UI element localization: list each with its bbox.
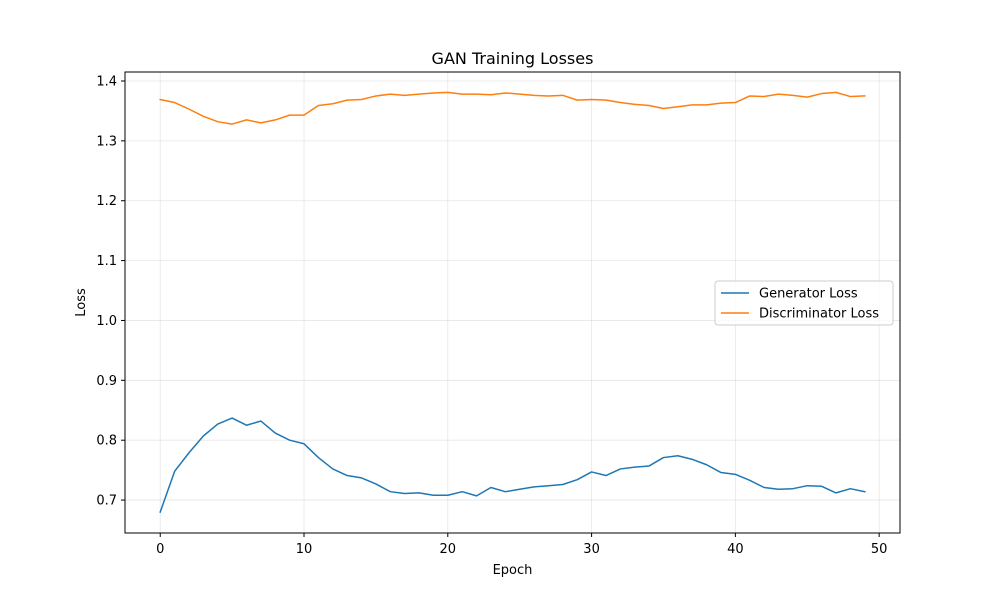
y-axis-label: Loss [74,288,89,317]
y-tick-label: 1.4 [96,74,117,89]
legend-label: Generator Loss [759,287,858,302]
series-layer [159,91,866,514]
plot-frame [124,71,901,534]
x-tick-label: 20 [440,542,457,557]
legend: Generator Loss Discriminator Loss [714,280,894,326]
y-tick-label: 0.8 [96,434,117,449]
x-tick-label: 10 [296,542,313,557]
x-tick-label: 50 [871,542,888,557]
y-tick-label: 1.1 [96,254,117,269]
x-tick-label: 0 [156,542,164,557]
ticks: 0 10 20 30 40 50 0.7 0.8 0.9 1.0 1.1 1.2 1.3 1.4 [96,74,887,557]
chart-title: GAN Training Losses [432,49,594,68]
y-tick-label: 1.3 [96,134,117,149]
y-tick-label: 1.2 [96,194,117,209]
series-line-generator-loss [159,417,866,514]
legend-box [714,280,894,326]
legend-label: Discriminator Loss [759,307,879,322]
series-line-discriminator-loss [159,91,866,125]
y-tick-label: 0.7 [96,494,117,509]
y-tick-label: 0.9 [96,374,117,389]
x-axis-label: Epoch [493,563,533,578]
y-tick-label: 1.0 [96,314,117,329]
x-tick-label: 30 [583,542,600,557]
x-tick-label: 40 [727,542,744,557]
